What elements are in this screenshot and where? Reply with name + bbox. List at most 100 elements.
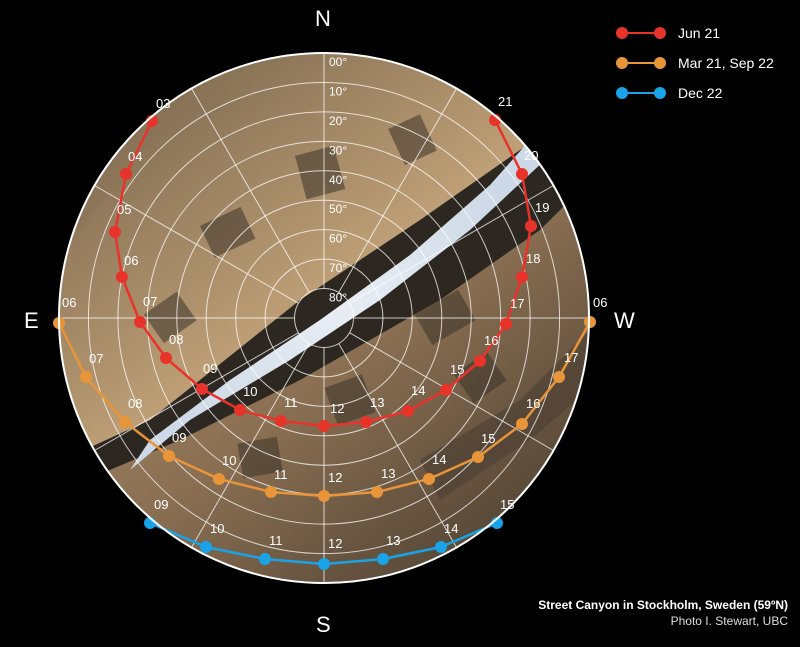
sun-path-point-jun (516, 168, 528, 180)
hour-label-jun: 09 (203, 361, 217, 376)
hour-label-jun: 12 (330, 401, 344, 416)
hour-label-jun: 04 (128, 149, 142, 164)
altitude-label: 50° (329, 202, 347, 216)
sun-path-point-equinox (80, 371, 92, 383)
hour-label-equinox: 12 (328, 470, 342, 485)
hour-label-dec: 09 (154, 497, 168, 512)
hour-label-equinox: 10 (222, 453, 236, 468)
altitude-azimuth-grid (59, 53, 589, 583)
sun-path-point-jun (116, 271, 128, 283)
hour-label-dec: 12 (328, 536, 342, 551)
sun-path-point-jun (120, 168, 132, 180)
sun-path-point-dec (491, 517, 503, 529)
hour-label-jun: 13 (370, 395, 384, 410)
altitude-labels: 00° 10° 20° 30° 40° 50° 60° 70° 80° (329, 55, 347, 305)
legend-item-equinox: Mar 21, Sep 22 (614, 50, 794, 80)
hour-label-equinox: 06 (593, 295, 607, 310)
legend-label-dec: Dec 22 (678, 85, 723, 101)
legend-swatch-dec (616, 87, 666, 99)
legend-item-jun: Jun 21 (614, 20, 794, 50)
sun-path-point-jun (196, 383, 208, 395)
legend-swatch-jun (616, 27, 666, 39)
sun-path-point-jun (516, 271, 528, 283)
azimuth-spoke (94, 185, 299, 304)
sun-path-point-equinox (423, 473, 435, 485)
hour-label-equinox: 08 (128, 396, 142, 411)
azimuth-spoke (338, 343, 457, 548)
sun-paths (53, 114, 596, 570)
hour-label-jun: 10 (243, 384, 257, 399)
sun-path-point-equinox (213, 473, 225, 485)
sun-path-point-equinox (265, 486, 277, 498)
hour-label-jun: 07 (143, 294, 157, 309)
hour-label-equinox: 06 (62, 295, 76, 310)
sun-path-point-jun (360, 416, 372, 428)
hour-label-jun: 14 (411, 383, 425, 398)
altitude-label: 00° (329, 55, 347, 69)
legend-label-equinox: Mar 21, Sep 22 (678, 55, 774, 71)
sun-path-point-jun (474, 355, 486, 367)
hour-label-dec: 15 (500, 497, 514, 512)
hour-label-jun: 18 (526, 251, 540, 266)
sun-path-point-dec (259, 553, 271, 565)
hour-label-dec: 14 (444, 521, 458, 536)
sun-path-point-dec (200, 541, 212, 553)
caption-title: Street Canyon in Stockholm, Sweden (59ºN… (538, 598, 788, 612)
azimuth-spoke (349, 185, 554, 304)
sun-path-point-dec (318, 558, 330, 570)
legend: Jun 21 Mar 21, Sep 22 Dec 22 (614, 20, 794, 110)
sun-path-point-jun (275, 415, 287, 427)
compass-south: S (316, 612, 331, 637)
sun-path-point-jun (402, 405, 414, 417)
altitude-label: 40° (329, 173, 347, 187)
hour-label-dec: 13 (386, 533, 400, 548)
altitude-label: 30° (329, 143, 347, 157)
hour-label-jun: 16 (484, 333, 498, 348)
sun-path-point-equinox (318, 490, 330, 502)
hour-label-jun: 03 (156, 96, 170, 111)
compass-north: N (315, 6, 331, 31)
hour-label-equinox: 14 (432, 452, 446, 467)
hour-label-equinox: 17 (564, 350, 578, 365)
altitude-label: 20° (329, 114, 347, 128)
sun-path-point-dec (377, 553, 389, 565)
hour-label-jun: 08 (169, 332, 183, 347)
caption: Street Canyon in Stockholm, Sweden (59ºN… (538, 597, 788, 629)
hour-label-dec: 11 (269, 533, 283, 548)
hour-label-jun: 19 (535, 200, 549, 215)
altitude-label: 10° (329, 84, 347, 98)
hour-label-equinox: 15 (481, 431, 495, 446)
sun-path-point-jun (160, 352, 172, 364)
hour-label-equinox: 07 (89, 351, 103, 366)
sun-path-point-jun (109, 226, 121, 238)
caption-credit: Photo I. Stewart, UBC (670, 614, 788, 628)
sun-path-point-dec (435, 541, 447, 553)
sun-path-point-jun (525, 220, 537, 232)
azimuth-spoke (94, 332, 299, 451)
hour-labels: 03 04 05 06 07 08 09 10 11 12 13 14 15 16 17 18 19 20 21 06… (62, 94, 607, 551)
hour-label-jun: 05 (117, 202, 131, 217)
sun-path-point-equinox (516, 418, 528, 430)
hour-label-equinox: 11 (274, 467, 288, 482)
sun-path-point-equinox (119, 416, 131, 428)
hour-label-equinox: 09 (172, 430, 186, 445)
altitude-label: 80° (329, 291, 347, 305)
sun-path-point-jun (440, 384, 452, 396)
azimuth-spoke (338, 88, 457, 293)
sun-path-point-jun (134, 316, 146, 328)
hour-label-jun: 21 (498, 94, 512, 109)
sun-path-point-jun (234, 404, 246, 416)
sun-path-point-equinox (472, 451, 484, 463)
horizon-circle (58, 52, 590, 584)
sun-path-point-equinox (163, 450, 175, 462)
hour-label-jun: 17 (510, 296, 524, 311)
altitude-label: 60° (329, 232, 347, 246)
compass-west: W (614, 308, 635, 333)
hour-label-equinox: 13 (381, 466, 395, 481)
hour-label-jun: 20 (524, 148, 538, 163)
hour-label-dec: 10 (210, 521, 224, 536)
legend-label-jun: Jun 21 (678, 25, 721, 41)
azimuth-spoke (191, 88, 310, 293)
